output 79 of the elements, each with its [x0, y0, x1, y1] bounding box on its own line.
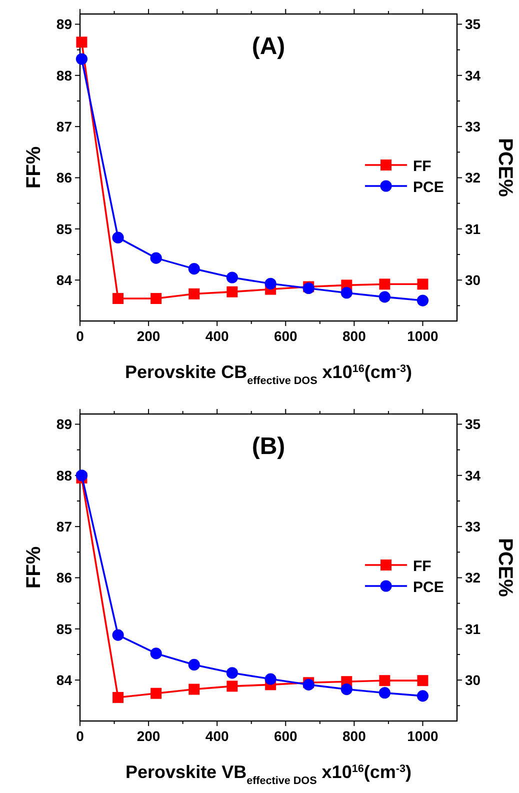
- y-tick-label: 85: [56, 220, 72, 237]
- point: [378, 687, 390, 699]
- y2-axis-title: PCE%: [494, 538, 516, 598]
- y-tick-label: 84: [56, 672, 72, 688]
- y-tick-label: 88: [56, 467, 72, 484]
- point: [150, 688, 162, 699]
- x-tick-label: 800: [342, 328, 366, 344]
- x-tick-label: 1000: [407, 728, 439, 744]
- point: [76, 53, 88, 65]
- x-tick-label: 800: [342, 728, 366, 744]
- legend-label: FF: [413, 558, 432, 575]
- y2-tick-label: 32: [465, 570, 481, 586]
- y2-axis-title: PCE%: [494, 138, 516, 198]
- point: [112, 629, 124, 641]
- x-tick-label: 600: [274, 328, 298, 344]
- y-tick-label: 89: [56, 16, 72, 32]
- x-axis-title: Perovskite VB$_{effective DOS}$ x10$^{16}$(cm$^{-3}$): [126, 762, 412, 787]
- point: [416, 690, 429, 702]
- x-tick-label: 600: [274, 728, 298, 744]
- x-tick-label: 1000: [407, 328, 439, 344]
- legend-label: PCE: [413, 579, 444, 596]
- point: [379, 278, 390, 290]
- y2-tick-label: 33: [465, 118, 481, 135]
- point: [379, 675, 390, 686]
- y-axis-title: FF%: [23, 546, 45, 589]
- point: [226, 680, 238, 692]
- point: [150, 292, 162, 304]
- x-tick-label: 400: [205, 728, 229, 744]
- point: [76, 36, 88, 48]
- point: [150, 648, 162, 660]
- point: [188, 684, 200, 695]
- y-tick-label: 86: [56, 570, 72, 586]
- x-axis-title: Perovskite CB$_{effective DOS}$ x10$^{16}$(cm$^{-3}$): [125, 362, 412, 387]
- y2-tick-label: 31: [465, 220, 481, 237]
- point: [378, 291, 390, 303]
- point: [417, 278, 428, 290]
- y2-tick-label: 34: [465, 467, 481, 484]
- point: [226, 667, 238, 679]
- point: [264, 278, 276, 290]
- point: [112, 232, 124, 244]
- text: (B): [252, 433, 286, 460]
- y-axis-title: FF%: [23, 146, 45, 189]
- y2-tick-label: 33: [465, 518, 481, 535]
- point: [188, 658, 200, 671]
- point: [226, 272, 238, 284]
- y2-tick-label: 34: [465, 67, 481, 84]
- y-tick-label: 84: [56, 272, 72, 288]
- legend-label: PCE: [413, 179, 444, 196]
- y-tick-label: 87: [56, 118, 72, 135]
- x-tick-label: 0: [76, 328, 84, 344]
- y-tick-label: 86: [56, 170, 72, 186]
- point: [417, 675, 428, 686]
- point: [340, 287, 352, 299]
- x-tick-label: 400: [205, 328, 229, 344]
- point: [150, 252, 162, 264]
- y2-tick-label: 30: [465, 672, 481, 688]
- text: (A): [252, 33, 286, 60]
- y-tick-label: 89: [56, 416, 72, 432]
- y-tick-label: 85: [56, 620, 72, 637]
- x-tick-label: 200: [136, 728, 160, 744]
- point: [112, 692, 124, 703]
- y2-tick-label: 32: [465, 170, 481, 186]
- point: [188, 263, 200, 275]
- point: [76, 470, 88, 482]
- y-tick-label: 88: [56, 67, 72, 84]
- point: [264, 673, 276, 685]
- y2-tick-label: 35: [465, 416, 481, 432]
- y2-tick-label: 30: [465, 272, 481, 288]
- point: [416, 294, 429, 306]
- point: [340, 683, 352, 696]
- point: [112, 292, 124, 304]
- y2-tick-label: 35: [465, 16, 481, 32]
- y2-tick-label: 31: [465, 620, 481, 637]
- x-tick-label: 0: [76, 728, 84, 744]
- point: [226, 286, 238, 298]
- legend-label: FF: [413, 158, 432, 175]
- x-tick-label: 200: [136, 328, 160, 344]
- y-tick-label: 87: [56, 518, 72, 535]
- point: [188, 288, 200, 300]
